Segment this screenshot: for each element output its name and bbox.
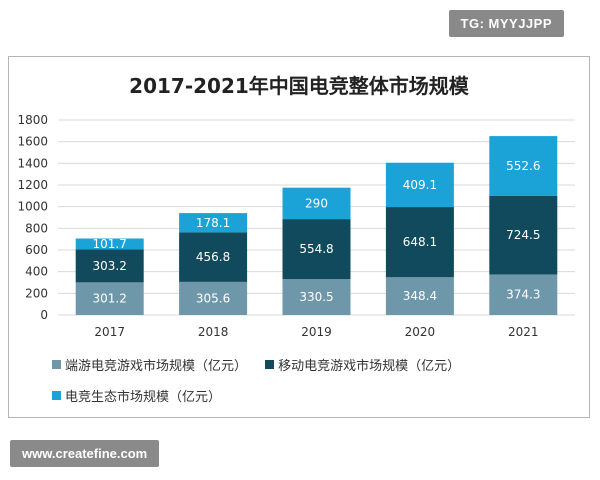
chart-title: 2017-2021年中国电竞整体市场规模 — [129, 74, 469, 98]
watermark-bottom: www.createfine.com — [10, 440, 160, 467]
bar-value-label: 554.8 — [299, 242, 333, 256]
bar-segment — [282, 187, 351, 220]
bar-segment — [179, 281, 248, 315]
x-tick-label: 2020 — [405, 325, 436, 339]
bar-segment — [282, 279, 351, 315]
bar-value-label: 301.2 — [93, 292, 127, 306]
legend-label: 移动电竞游戏市场规模（亿元） — [278, 359, 461, 374]
bar-value-label: 409.1 — [403, 178, 437, 192]
legend-label: 端游电竞游戏市场规模（亿元） — [65, 359, 248, 374]
legend-item-client-game: 端游电竞游戏市场规模（亿元） — [52, 355, 247, 374]
bar-value-label: 374.3 — [506, 288, 540, 302]
x-tick-label: 2019 — [301, 325, 332, 339]
bars: 301.2 303.2 101.7 305.6 456.8 178.1 330.5 554.8… — [75, 136, 558, 315]
x-tick-label: 2021 — [508, 325, 539, 339]
bar-segment — [385, 277, 454, 315]
y-tick-label: 1600 — [17, 135, 48, 149]
bar-value-label: 101.7 — [93, 237, 127, 251]
bar-value-label: 724.5 — [506, 228, 540, 242]
legend-label: 电竞生态市场规模（亿元） — [65, 390, 222, 405]
y-tick-label: 0 — [40, 308, 48, 322]
y-tick-label: 400 — [25, 265, 48, 279]
bar-value-label: 348.4 — [403, 289, 437, 303]
bar-value-label: 330.5 — [299, 290, 333, 304]
bar-segment — [385, 207, 454, 278]
y-tick-label: 1200 — [17, 178, 48, 192]
bar-segment — [489, 274, 558, 315]
bar-segment — [75, 249, 144, 283]
bar-segment — [75, 282, 144, 315]
bar-value-label: 648.1 — [403, 235, 437, 249]
watermark-top: TG: MYYJJPP — [448, 10, 564, 37]
y-tick-label: 200 — [25, 286, 48, 300]
bar-value-label: 305.6 — [196, 291, 230, 305]
x-tick-label: 2018 — [198, 325, 229, 339]
legend-swatch — [265, 360, 275, 369]
legend-swatch — [52, 360, 61, 369]
bar-value-label: 178.1 — [196, 216, 230, 230]
bar-value-label: 552.6 — [506, 159, 540, 173]
y-tick-label: 800 — [25, 221, 48, 235]
legend-item-mobile-game: 移动电竞游戏市场规模（亿元） — [265, 355, 460, 374]
y-tick-label: 1000 — [17, 200, 48, 214]
bar-value-label: 303.2 — [93, 259, 127, 273]
bar-segment — [489, 195, 558, 275]
bar-segment — [75, 238, 144, 250]
legend-swatch — [52, 391, 61, 400]
bar-segment — [179, 232, 248, 282]
y-tick-label: 1400 — [17, 156, 48, 170]
bar-segment — [179, 213, 248, 233]
y-axis: 0 200 400 600 800 1000 1200 1400 1600 1800 — [17, 113, 48, 322]
bar-segment — [282, 219, 351, 280]
bar-segment — [385, 162, 454, 208]
y-tick-label: 1800 — [17, 113, 48, 127]
bar-value-label: 456.8 — [196, 250, 230, 264]
bar-value-label: 290 — [305, 196, 328, 210]
y-tick-label: 600 — [25, 243, 48, 257]
bar-segment — [489, 136, 558, 196]
x-axis: 2017 2018 2019 2020 2021 — [94, 325, 538, 339]
legend-item-ecosystem: 电竞生态市场规模（亿元） — [52, 386, 221, 405]
legend: 端游电竞游戏市场规模（亿元） 移动电竞游戏市场规模（亿元） 电竞生态市场规模（亿… — [52, 355, 572, 417]
x-tick-label: 2017 — [94, 325, 125, 339]
